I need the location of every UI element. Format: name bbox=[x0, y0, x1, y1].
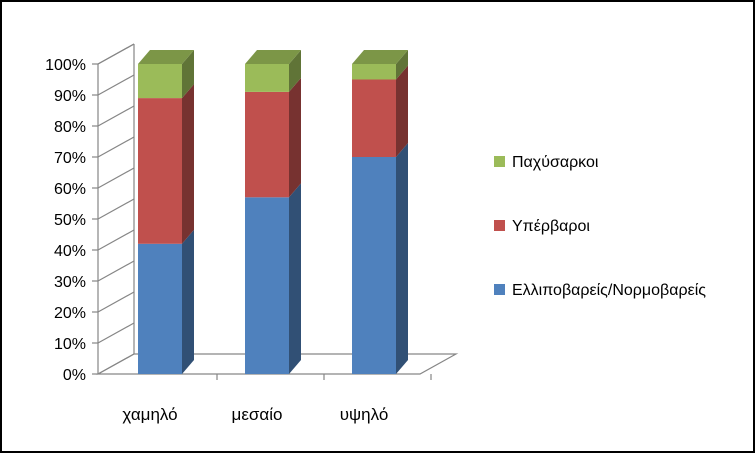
bar-segment bbox=[138, 98, 182, 244]
y-tick-label: 30% bbox=[54, 274, 86, 291]
bar-stack bbox=[245, 50, 301, 374]
y-tick-label: 50% bbox=[54, 212, 86, 229]
bars bbox=[138, 50, 408, 374]
bar-segment-top bbox=[352, 50, 408, 64]
y-tick-wall-line bbox=[97, 43, 135, 65]
legend: Παχύσαρκοι Υπέρβαροι Ελλιποβαρείς/Νορμοβαρ… bbox=[494, 154, 706, 299]
y-tick-label: 60% bbox=[54, 181, 86, 198]
y-tick-label: 90% bbox=[54, 88, 86, 105]
y-tick-label: 70% bbox=[54, 150, 86, 167]
bar-segment-side bbox=[182, 50, 194, 99]
y-tick-wall-line bbox=[97, 74, 135, 96]
y-tick-label: 40% bbox=[54, 243, 86, 260]
bar-segment bbox=[352, 79, 396, 157]
y-tick-label: 80% bbox=[54, 119, 86, 136]
bar-segment-side bbox=[182, 84, 194, 244]
y-tick-label: 0% bbox=[63, 367, 86, 384]
bar-segment bbox=[245, 197, 289, 374]
legend-label: Παχύσαρκοι bbox=[512, 154, 599, 171]
bar-segment bbox=[138, 64, 182, 99]
bar-stack bbox=[352, 50, 408, 374]
bar-segment bbox=[352, 64, 396, 80]
legend-swatch bbox=[494, 284, 505, 295]
bar-segment-side bbox=[396, 143, 408, 374]
bar-segment bbox=[245, 91, 289, 198]
y-tick-wall-line bbox=[97, 229, 135, 251]
y-tick-label: 100% bbox=[45, 57, 86, 74]
legend-label: Υπέρβαροι bbox=[512, 218, 590, 235]
legend-label: Ελλιποβαρείς/Νορμοβαρείς bbox=[512, 282, 706, 299]
y-tick-label: 10% bbox=[54, 336, 86, 353]
bar-segment bbox=[352, 157, 396, 374]
bar-segment-side bbox=[289, 183, 301, 374]
y-tick-wall-line bbox=[97, 291, 135, 313]
bar-segment-side bbox=[289, 50, 301, 92]
y-axis-ticks: 0% 10% 20% 30% 40% 50% 60% 70% 80% 90% 100% bbox=[45, 43, 135, 384]
bar-segment bbox=[138, 243, 182, 374]
y-tick-wall-line bbox=[97, 353, 135, 375]
bar-segment-side bbox=[396, 50, 408, 80]
y-tick-wall-line bbox=[97, 136, 135, 158]
bar-segment-top bbox=[138, 50, 194, 64]
bar-segment-top bbox=[245, 50, 301, 64]
y-tick-wall-line bbox=[97, 105, 135, 127]
y-tick-wall-line bbox=[97, 322, 135, 344]
x-category-label: χαμηλό bbox=[122, 405, 177, 424]
y-tick-wall-line bbox=[97, 167, 135, 189]
bar-stack bbox=[138, 50, 194, 374]
bar-segment-side bbox=[396, 65, 408, 157]
x-axis-categories: χαμηλό μεσαίο υψηλό bbox=[122, 374, 432, 424]
bar-segment-side bbox=[182, 229, 194, 374]
bar-segment bbox=[245, 64, 289, 92]
y-tick-wall-line bbox=[97, 260, 135, 282]
legend-swatch bbox=[494, 156, 505, 167]
y-tick-label: 20% bbox=[54, 305, 86, 322]
y-tick-wall-line bbox=[97, 198, 135, 220]
bar-segment-side bbox=[289, 77, 301, 198]
legend-swatch bbox=[494, 220, 505, 231]
x-category-label: μεσαίο bbox=[232, 405, 283, 424]
x-category-label: υψηλό bbox=[340, 405, 389, 424]
